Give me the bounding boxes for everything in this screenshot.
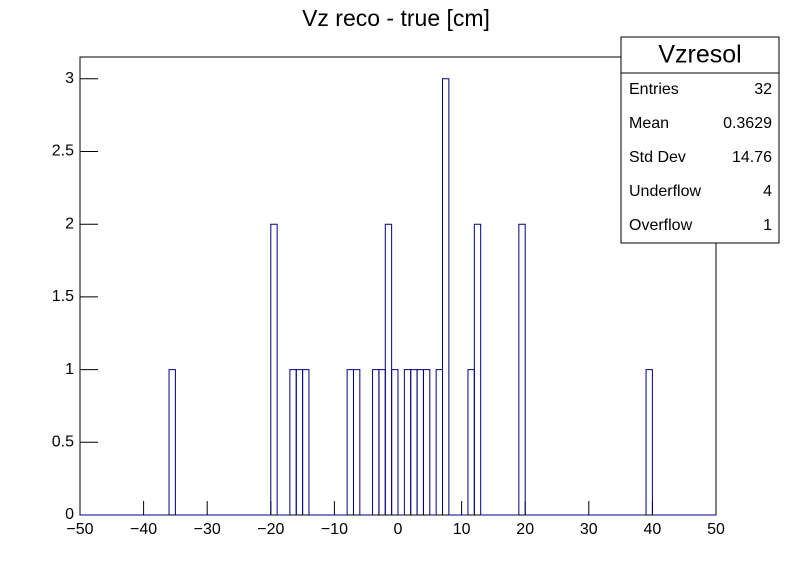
stats-value: 32	[754, 81, 772, 98]
y-tick-label: 1	[65, 361, 74, 378]
x-tick-label: −10	[321, 521, 348, 538]
bar	[442, 78, 450, 515]
stats-box: Vzresol	[620, 36, 780, 244]
bar	[302, 369, 310, 515]
x-tick-label: −50	[66, 521, 93, 538]
x-tick-label: 50	[707, 521, 725, 538]
stats-value: 1	[763, 217, 772, 234]
bar	[168, 369, 176, 515]
stats-value: 4	[763, 183, 772, 200]
bar	[473, 223, 482, 515]
stats-value: 0.3629	[723, 115, 772, 132]
stats-label: Mean	[629, 115, 669, 132]
x-tick-label: 0	[394, 521, 403, 538]
x-tick-label: 40	[644, 521, 662, 538]
stats-label: Overflow	[629, 217, 693, 234]
stats-border	[620, 36, 780, 244]
bar	[270, 223, 278, 515]
x-tick-label: −20	[257, 521, 284, 538]
y-tick-label: 3	[65, 70, 74, 87]
bar	[422, 369, 431, 515]
stats-value: 14.76	[732, 149, 772, 166]
y-tick-label: 0	[65, 506, 74, 523]
stats-title: Vzresol	[658, 41, 741, 69]
y-tick-label: 1.5	[52, 288, 74, 305]
bar	[391, 369, 399, 515]
stats-label: Std Dev	[629, 149, 686, 166]
x-tick-label: 10	[453, 521, 471, 538]
y-tick-label: 2.5	[52, 143, 74, 160]
x-tick-label: −40	[130, 521, 157, 538]
bar	[645, 369, 653, 515]
bar	[518, 223, 526, 515]
bar	[352, 369, 361, 515]
x-tick-label: −30	[194, 521, 221, 538]
y-tick-label: 0.5	[52, 434, 74, 451]
chart-title: Vz reco - true [cm]	[302, 5, 490, 31]
x-tick-label: 20	[516, 521, 534, 538]
stats-label: Underflow	[629, 183, 701, 200]
y-tick-label: 2	[65, 215, 74, 232]
x-tick-label: 30	[580, 521, 598, 538]
stats-label: Entries	[629, 81, 679, 98]
